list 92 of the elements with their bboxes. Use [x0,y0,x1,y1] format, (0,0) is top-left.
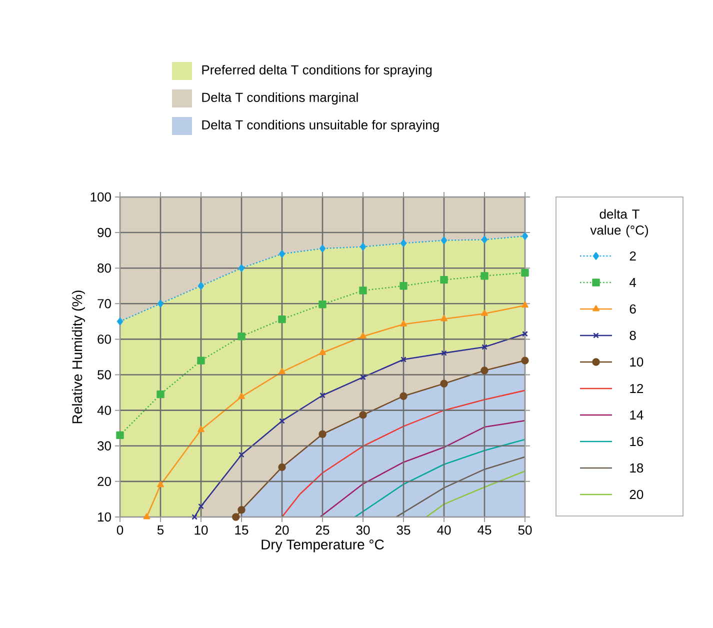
point [440,315,448,322]
point [319,244,326,252]
y-tick-label: 80 [98,263,111,273]
y-tick-label: 100 [90,192,111,202]
point [320,392,326,398]
point [116,431,124,440]
point [521,268,529,277]
point [278,368,286,374]
legend-label: Delta T conditions unsuitable for spraying [202,120,439,132]
x-tick-label: 25 [316,526,330,535]
point [521,356,529,364]
line-series [396,456,526,517]
line-series [354,438,526,517]
y-axis-title: Relative Humidity (%) [72,290,85,424]
point [232,513,240,521]
point [441,350,447,356]
x-tick-label: 10 [194,526,208,535]
point [238,332,246,340]
point [318,300,326,308]
legend-label: 16 [630,436,644,446]
x-tick-label: 50 [518,526,532,535]
point [400,392,408,400]
legend-label: 4 [630,278,636,287]
point [522,232,528,240]
y-tick-label: 70 [98,299,111,308]
legend-label: 12 [630,384,644,394]
point [522,302,528,308]
point [238,506,246,514]
line-series [319,420,526,517]
point [278,250,286,258]
x-tick-label: 30 [356,526,370,535]
point [143,513,150,520]
x-axis-title: Dry Temperature °C [262,540,384,552]
legend-label: 10 [630,357,644,367]
legend-label: 20 [630,490,644,500]
point [238,392,245,400]
y-tick-label: 10 [98,512,111,522]
x-tick-label: 0 [116,526,124,535]
point [482,344,488,350]
legend-label: Delta T conditions marginal [202,92,358,105]
point [440,236,448,244]
y-tick-label: 90 [98,228,111,238]
y-tick-label: 40 [97,406,111,415]
point [360,242,366,251]
legend-label: 8 [630,330,636,340]
point [400,356,406,362]
point [156,390,164,398]
point [360,332,366,339]
point [440,380,448,388]
point [278,463,286,472]
x-tick-label: 35 [396,526,410,535]
y-tick-label: 30 [98,441,111,450]
line-series [281,390,526,517]
point [197,356,205,364]
point [157,481,164,488]
x-tick-label: 45 [478,526,492,535]
point [157,300,164,308]
x-tick-label: 20 [275,526,289,535]
legend-label: 2 [630,251,636,261]
point [278,315,286,324]
point [481,236,488,244]
legend-label: Preferred delta T conditions for spraying [202,64,432,78]
line-series [426,470,526,517]
point [481,310,488,316]
legend-label: 14 [630,410,644,420]
point [238,264,245,272]
point [116,318,124,326]
point [198,503,204,510]
point [238,452,244,458]
y-tick-label: 20 [98,476,111,486]
point [480,272,488,280]
point [400,320,407,327]
legend-label: 18 [630,463,644,473]
x-tick-label: 5 [157,526,164,535]
legend-title: delta T value (°C) [590,209,648,238]
point [318,430,326,438]
point [400,282,408,290]
point [198,426,204,432]
point [360,374,366,380]
x-tick-label: 40 [437,526,451,535]
y-tick-label: 60 [98,334,111,344]
y-tick-label: 50 [98,370,111,380]
point [359,286,367,294]
point [359,411,367,419]
point [480,366,488,374]
point [319,348,326,355]
point [440,276,448,284]
point [400,239,407,248]
point [279,418,285,424]
x-tick-label: 15 [235,526,248,535]
legend-label: 6 [630,304,636,314]
point [198,282,204,290]
